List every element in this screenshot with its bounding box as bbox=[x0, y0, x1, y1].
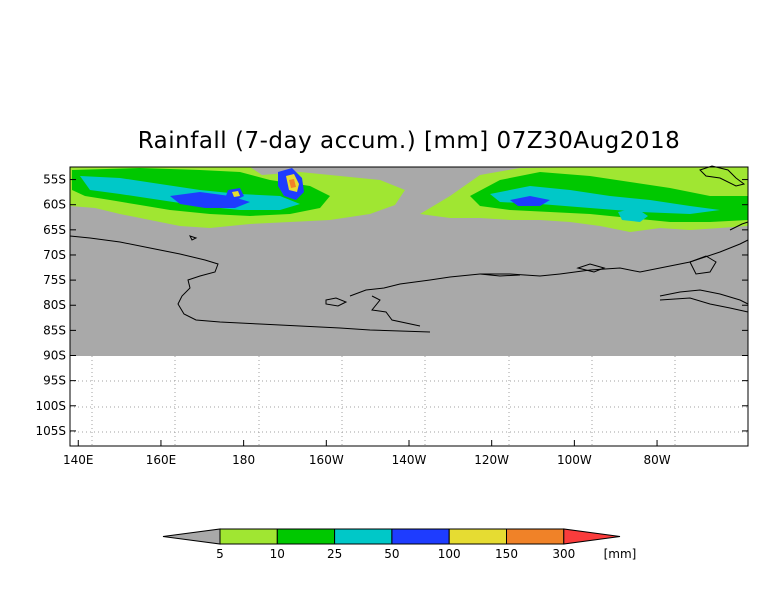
colorbar-label: 300 bbox=[552, 547, 575, 561]
colorbar-segment bbox=[563, 528, 621, 545]
colorbar-segment bbox=[334, 528, 393, 545]
map-title: Rainfall (7-day accum.) [mm] 07Z30Aug201… bbox=[137, 128, 681, 154]
colorbar-label: 150 bbox=[495, 547, 518, 561]
lon-label: 100W bbox=[557, 453, 592, 467]
rain-area-yellow-small bbox=[232, 191, 240, 197]
lon-label: 160E bbox=[146, 453, 177, 467]
rain-area-cyan-east bbox=[490, 186, 720, 214]
lon-label: 140E bbox=[63, 453, 94, 467]
rain-area-orange-core bbox=[289, 179, 296, 188]
lat-label: 60S bbox=[43, 198, 66, 212]
colorbar-segment bbox=[162, 528, 221, 545]
lat-label: 95S bbox=[43, 374, 66, 388]
colorbar-segment bbox=[276, 528, 336, 545]
lat-label: 65S bbox=[43, 223, 66, 237]
lat-label: 80S bbox=[43, 298, 66, 312]
lat-label: 55S bbox=[43, 173, 66, 187]
lat-label: 70S bbox=[43, 248, 66, 262]
rain-area-blue-east bbox=[510, 196, 550, 206]
colorbar-segment bbox=[506, 528, 565, 545]
lon-label: 160W bbox=[309, 453, 344, 467]
colorbar-label: 25 bbox=[327, 547, 342, 561]
lat-label: 85S bbox=[43, 323, 66, 337]
colorbar-label: 50 bbox=[384, 547, 399, 561]
map-panel: 55S 60S 65S 70S 75S 80S 85S 90S 95S 100S 105S 140E… bbox=[35, 165, 749, 467]
colorbar-unit: [mm] bbox=[604, 547, 637, 561]
colorbar: 5 10 25 50 100 150 300 [mm] bbox=[162, 528, 637, 561]
lat-label: 100S bbox=[35, 399, 66, 413]
colorbar-label: 100 bbox=[438, 547, 461, 561]
lon-label: 80W bbox=[643, 453, 670, 467]
lat-label: 90S bbox=[43, 349, 66, 363]
lon-label: 180 bbox=[232, 453, 255, 467]
coastline bbox=[69, 165, 749, 333]
lon-label: 140W bbox=[392, 453, 427, 467]
rain-area-cyan-east-small bbox=[618, 208, 648, 222]
lat-axis: 55S 60S 65S 70S 75S 80S 85S 90S 95S 100S 105S bbox=[35, 173, 748, 438]
grid-lines bbox=[70, 356, 748, 446]
lon-axis: 140E 160E 180 160W 140W 120W 100W 80W bbox=[63, 440, 671, 467]
lon-label: 120W bbox=[474, 453, 509, 467]
colorbar-segment bbox=[448, 528, 508, 545]
colorbar-segment bbox=[219, 528, 278, 545]
colorbar-label: 10 bbox=[270, 547, 285, 561]
lat-label: 75S bbox=[43, 273, 66, 287]
rainfall-field bbox=[70, 167, 748, 232]
lat-label: 105S bbox=[35, 424, 66, 438]
colorbar-label: 5 bbox=[216, 547, 224, 561]
colorbar-segment bbox=[391, 528, 450, 545]
